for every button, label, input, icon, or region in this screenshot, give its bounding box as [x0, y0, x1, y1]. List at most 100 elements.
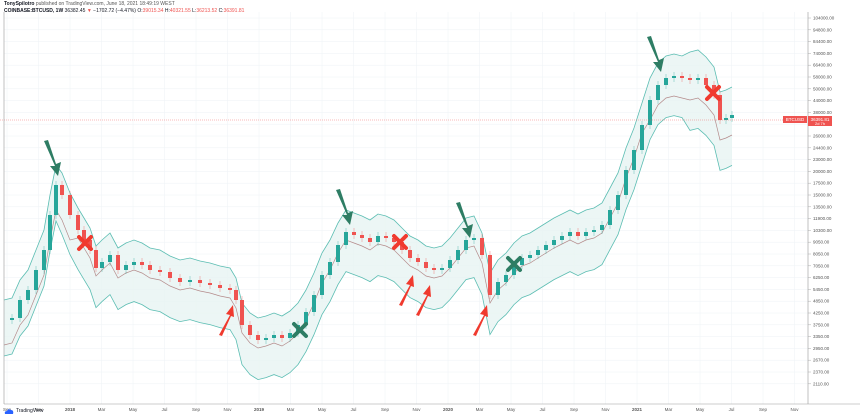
red-arrow-icon	[219, 305, 234, 336]
svg-text:Jul: Jul	[540, 407, 546, 412]
annotations	[44, 36, 721, 338]
red-arrow-icon	[473, 305, 488, 336]
svg-text:84400.00: 84400.00	[813, 39, 832, 44]
svg-text:2950.00: 2950.00	[813, 346, 830, 351]
cloud-icon	[4, 409, 14, 414]
svg-text:Mar: Mar	[665, 407, 673, 412]
candlesticks	[10, 72, 734, 344]
svg-text:26000.00: 26000.00	[813, 134, 832, 139]
svg-text:May: May	[696, 407, 705, 412]
svg-text:66400.00: 66400.00	[813, 63, 832, 68]
low-value: 36213.52	[196, 8, 218, 14]
author-name[interactable]: TonySpilotro	[4, 1, 35, 7]
last-price: 36382.45	[64, 8, 86, 14]
svg-text:May: May	[507, 407, 516, 412]
brand-label: TradingView	[16, 408, 44, 414]
green-arrow-icon	[647, 36, 664, 72]
svg-text:Jul: Jul	[351, 407, 357, 412]
red-x-icon	[705, 85, 721, 101]
svg-text:23000.00: 23000.00	[813, 157, 832, 162]
svg-text:Nov: Nov	[34, 407, 43, 412]
publish-line: TonySpilotro published on TradingView.co…	[4, 1, 244, 8]
svg-text:15000.00: 15000.00	[813, 193, 832, 198]
svg-text:Jul: Jul	[729, 407, 735, 412]
svg-text:74000.00: 74000.00	[813, 51, 832, 56]
low-label: L:	[192, 8, 197, 14]
green-arrow-icon	[336, 189, 353, 225]
svg-text:4850.00: 4850.00	[813, 299, 830, 304]
svg-text:Nov: Nov	[601, 407, 610, 412]
price-tag-symbol: BTCUSD	[786, 117, 805, 122]
svg-text:Nov: Nov	[412, 407, 421, 412]
green-arrow-icon	[44, 140, 61, 176]
svg-text:10300.00: 10300.00	[813, 228, 832, 233]
svg-text:9050.00: 9050.00	[813, 240, 830, 245]
high-value: 40321.55	[169, 8, 191, 14]
price-tag-countdown: 2d 7h	[815, 121, 825, 126]
svg-text:2110.00: 2110.00	[813, 381, 829, 386]
svg-text:Mar: Mar	[476, 407, 484, 412]
svg-text:Sep: Sep	[570, 407, 579, 412]
down-triangle-icon: ▼	[86, 8, 92, 14]
svg-text:17500.00: 17500.00	[813, 181, 832, 186]
svg-text:Sep: Sep	[3, 407, 12, 412]
svg-text:7050.00: 7050.00	[813, 263, 830, 268]
price-axis[interactable]: 104000.00 94800.00 84400.00 74000.00 66400.0…	[808, 16, 835, 387]
red-x-icon	[392, 234, 408, 250]
svg-text:94800.00: 94800.00	[813, 27, 832, 32]
close-label: C:	[218, 8, 224, 14]
svg-text:11900.00: 11900.00	[813, 216, 832, 221]
price-tag-value: 36391.81	[811, 117, 830, 122]
svg-text:2019: 2019	[254, 407, 265, 412]
svg-text:20000.00: 20000.00	[813, 169, 832, 174]
svg-text:5450.00: 5450.00	[813, 287, 830, 292]
red-arrow-icon	[399, 275, 414, 306]
svg-text:Nov: Nov	[223, 407, 232, 412]
svg-text:May: May	[318, 407, 327, 412]
svg-text:Sep: Sep	[759, 407, 768, 412]
svg-text:8050.00: 8050.00	[813, 252, 830, 257]
svg-text:Mar: Mar	[98, 407, 106, 412]
svg-text:Sep: Sep	[381, 407, 390, 412]
svg-text:6250.00: 6250.00	[813, 275, 830, 280]
svg-text:50000.00: 50000.00	[813, 86, 832, 91]
svg-text:104000.00: 104000.00	[813, 16, 835, 21]
svg-text:13500.00: 13500.00	[813, 204, 832, 209]
bollinger-lower-band	[3, 115, 733, 381]
svg-text:Mar: Mar	[287, 407, 295, 412]
svg-text:2370.00: 2370.00	[813, 370, 830, 375]
open-value: 39015.34	[142, 8, 164, 14]
green-arrow-icon	[456, 202, 473, 238]
red-arrow-icon	[416, 285, 431, 316]
symbol-label: COINBASE:BTCUSD, 1W	[4, 8, 64, 14]
svg-text:2020: 2020	[443, 407, 454, 412]
last-price-tag: BTCUSD 36391.81 2d 7h	[783, 116, 832, 126]
bollinger-upper-band	[3, 49, 733, 319]
price-change: −1702.72 (−4.47%)	[93, 8, 136, 14]
chart-header: TonySpilotro published on TradingView.co…	[4, 1, 244, 15]
open-label: O:	[137, 8, 143, 14]
svg-text:2021: 2021	[632, 407, 643, 412]
green-x-icon	[292, 322, 308, 338]
svg-text:24400.00: 24400.00	[813, 145, 832, 150]
publish-info: published on TradingView.com, June 18, 2…	[35, 1, 175, 7]
svg-text:2670.00: 2670.00	[813, 358, 830, 363]
time-axis[interactable]: Sep Nov 2018 Mar May Jul Sep Nov 2019 Mar May Jul Se…	[3, 407, 799, 412]
svg-text:58000.00: 58000.00	[813, 75, 832, 80]
close-value: 36391.81	[223, 8, 245, 14]
high-label: H:	[164, 8, 170, 14]
svg-text:3750.00: 3750.00	[813, 322, 830, 327]
svg-text:38000.00: 38000.00	[813, 110, 832, 115]
svg-text:Nov: Nov	[790, 407, 799, 412]
green-x-icon	[506, 256, 522, 272]
svg-text:4250.00: 4250.00	[813, 311, 830, 316]
bollinger-band-fill	[4, 50, 732, 380]
svg-text:Jul: Jul	[162, 407, 168, 412]
svg-text:3350.00: 3350.00	[813, 334, 830, 339]
red-x-icon	[77, 235, 93, 251]
bollinger-basis	[3, 95, 733, 349]
ohlc-line: COINBASE:BTCUSD, 1W 36382.45 ▼ −1702.72 …	[4, 8, 244, 15]
svg-text:Sep: Sep	[192, 407, 201, 412]
tradingview-logo[interactable]: TradingView	[4, 408, 44, 414]
